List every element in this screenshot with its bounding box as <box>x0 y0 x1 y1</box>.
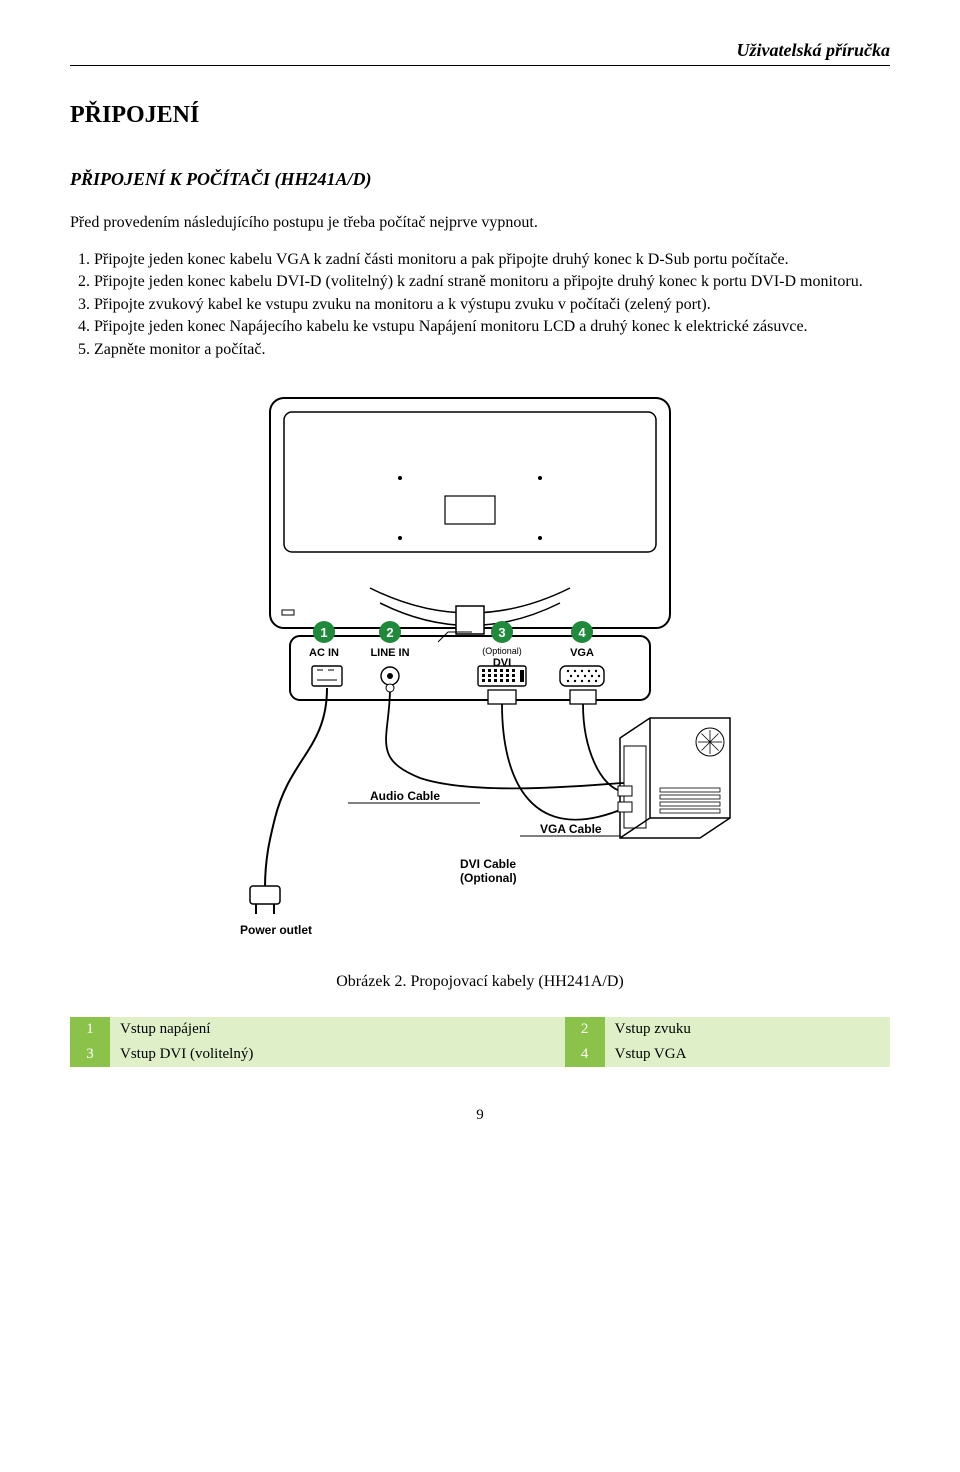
svg-text:(Optional): (Optional) <box>482 646 522 656</box>
svg-text:4: 4 <box>578 625 586 640</box>
step-item: Připojte jeden konec kabelu DVI-D (volit… <box>94 272 890 292</box>
legend-num: 3 <box>70 1042 110 1067</box>
svg-text:1: 1 <box>320 625 327 640</box>
legend-label: Vstup VGA <box>605 1042 890 1067</box>
svg-text:VGA Cable: VGA Cable <box>540 822 602 836</box>
page-title: PŘIPOJENÍ <box>70 102 890 129</box>
diagram-svg: 1AC IN2LINE IN3(Optional)DVI4VGAPower ou… <box>220 388 740 948</box>
legend-label: Vstup zvuku <box>605 1017 890 1042</box>
header-rule <box>70 65 890 66</box>
legend-label: Vstup napájení <box>110 1017 565 1042</box>
svg-text:VGA: VGA <box>570 647 594 659</box>
step-item: Připojte zvukový kabel ke vstupu zvuku n… <box>94 295 890 315</box>
svg-text:DVI: DVI <box>493 657 511 669</box>
steps-list: Připojte jeden konec kabelu VGA k zadní … <box>70 250 890 360</box>
svg-text:LINE IN: LINE IN <box>370 647 409 659</box>
figure-caption: Obrázek 2. Propojovací kabely (HH241A/D) <box>70 973 890 991</box>
legend-num: 1 <box>70 1017 110 1042</box>
legend-num: 4 <box>565 1042 605 1067</box>
legend-table: 1 Vstup napájení 2 Vstup zvuku 3 Vstup D… <box>70 1017 890 1067</box>
svg-text:3: 3 <box>498 625 505 640</box>
connection-diagram: 1AC IN2LINE IN3(Optional)DVI4VGAPower ou… <box>70 388 890 953</box>
header-right: Uživatelská příručka <box>70 40 890 61</box>
step-item: Zapněte monitor a počítač. <box>94 340 890 360</box>
svg-text:AC IN: AC IN <box>309 647 339 659</box>
sub-title: PŘIPOJENÍ K POČÍTAČI (HH241A/D) <box>70 169 890 190</box>
table-row: 3 Vstup DVI (volitelný) 4 Vstup VGA <box>70 1042 890 1067</box>
svg-text:(Optional): (Optional) <box>460 871 517 885</box>
legend-label: Vstup DVI (volitelný) <box>110 1042 565 1067</box>
table-row: 1 Vstup napájení 2 Vstup zvuku <box>70 1017 890 1042</box>
svg-text:Audio Cable: Audio Cable <box>370 789 440 803</box>
svg-text:Power outlet: Power outlet <box>240 923 312 937</box>
step-item: Připojte jeden konec kabelu VGA k zadní … <box>94 250 890 270</box>
svg-text:DVI Cable: DVI Cable <box>460 857 516 871</box>
step-item: Připojte jeden konec Napájecího kabelu k… <box>94 317 890 337</box>
page-number: 9 <box>70 1107 890 1124</box>
intro-text: Před provedením následujícího postupu je… <box>70 214 890 232</box>
legend-num: 2 <box>565 1017 605 1042</box>
svg-text:2: 2 <box>386 625 393 640</box>
